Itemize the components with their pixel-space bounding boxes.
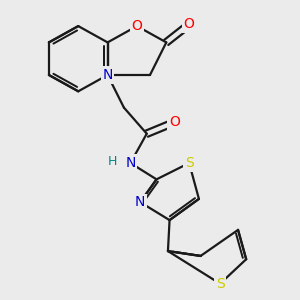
Text: S: S <box>216 277 224 291</box>
Text: N: N <box>125 156 136 170</box>
Text: S: S <box>185 156 194 170</box>
Text: O: O <box>169 115 180 129</box>
Text: H: H <box>108 155 117 168</box>
Text: N: N <box>135 195 146 209</box>
Text: N: N <box>102 68 113 82</box>
Text: O: O <box>184 17 195 32</box>
Text: O: O <box>131 19 142 33</box>
